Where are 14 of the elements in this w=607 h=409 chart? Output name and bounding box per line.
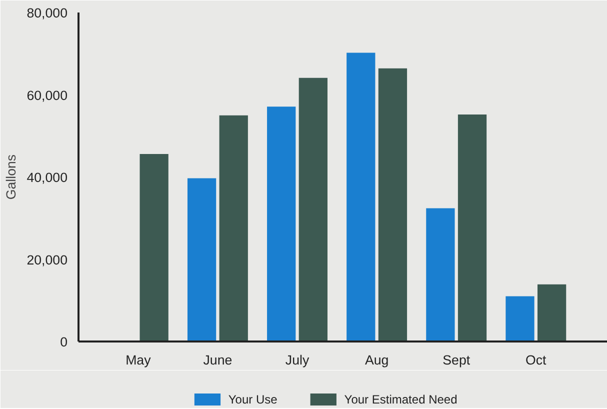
x-tick-label: May xyxy=(126,352,152,368)
x-tick-label: Aug xyxy=(364,352,389,368)
x-tick-label: June xyxy=(203,352,232,368)
x-tick-label: Oct xyxy=(526,352,547,368)
x-tick-label: Sept xyxy=(442,352,470,368)
legend-label: Your Estimated Need xyxy=(344,392,458,406)
y-tick-label: 80,000 xyxy=(26,6,68,20)
y-tick-label: 0 xyxy=(60,334,68,350)
y-tick-label: 40,000 xyxy=(26,170,68,185)
y-tick-label: 60,000 xyxy=(26,88,68,103)
y-tick-label: 20,000 xyxy=(26,252,68,268)
x-tick-label: July xyxy=(285,352,310,368)
y-axis-title: Gallons xyxy=(4,154,19,200)
legend-label: Your Use xyxy=(228,392,278,406)
